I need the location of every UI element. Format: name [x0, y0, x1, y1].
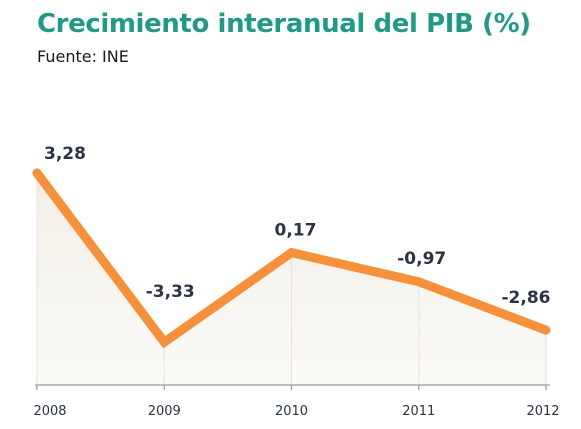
data-label-2012: -2,86 — [502, 288, 551, 308]
x-tick-label-2008: 2008 — [33, 404, 66, 419]
data-label-2011: -0,97 — [397, 249, 446, 269]
x-tick-label-2011: 2011 — [402, 404, 435, 419]
data-label-2010: 0,17 — [275, 221, 317, 241]
x-tick-label-2010: 2010 — [275, 404, 308, 419]
data-label-2008: 3,28 — [44, 144, 86, 164]
chart-source: Fuente: INE — [37, 47, 129, 66]
chart-title: Crecimiento interanual del PIB (%) — [37, 9, 531, 39]
x-tick-label-2009: 2009 — [148, 404, 181, 419]
x-tick-label-2012: 2012 — [526, 404, 559, 419]
data-label-2009: -3,33 — [146, 282, 195, 302]
